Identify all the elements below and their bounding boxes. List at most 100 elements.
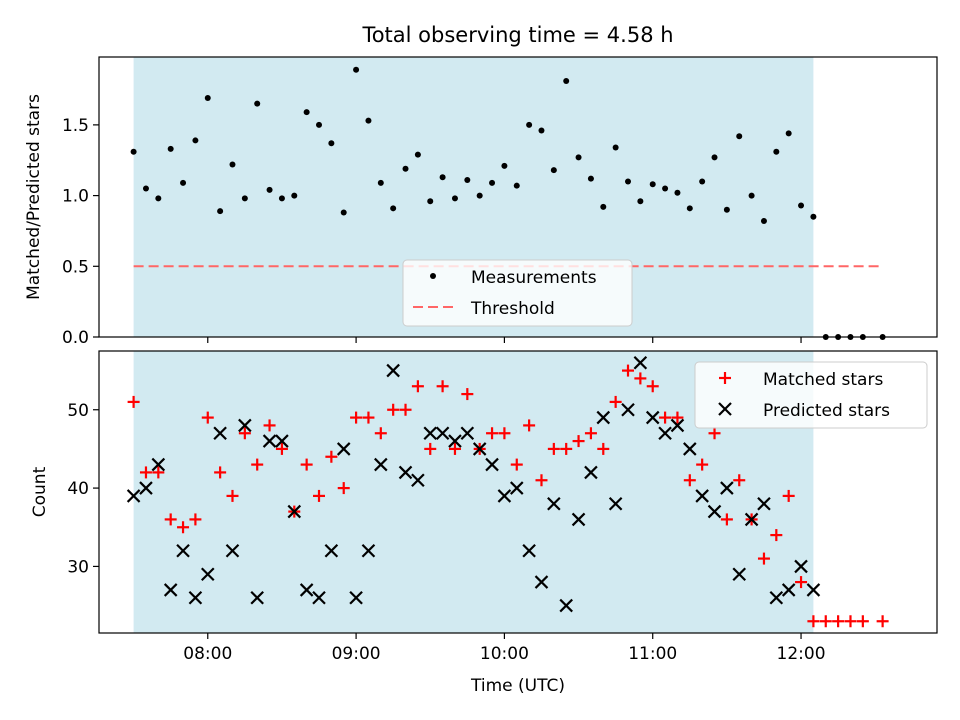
measurement-point	[303, 109, 310, 116]
measurement-point	[142, 185, 149, 192]
bottom-legend-box	[694, 361, 928, 429]
measurement-point	[464, 177, 471, 184]
legend-threshold-label: Threshold	[470, 299, 555, 319]
measurement-point	[785, 130, 792, 137]
matched-star-point	[733, 474, 746, 487]
measurement-point	[167, 145, 174, 152]
predicted-star-point	[522, 543, 536, 558]
measurement-point	[526, 121, 533, 128]
measurement-point	[637, 198, 644, 205]
measurement-point	[538, 127, 545, 134]
matched-star-point	[448, 442, 461, 455]
predicted-legend-marker	[718, 402, 732, 416]
matched-star-point	[671, 411, 684, 424]
matched-star-point	[696, 458, 709, 471]
matched-star-point	[584, 427, 597, 440]
top-y-ticks: 0.0 0.5 1.0 1.5	[62, 116, 99, 348]
matched-star-point	[127, 395, 140, 408]
predicted-star-point	[571, 512, 586, 527]
matched-star-point	[708, 427, 721, 440]
measurement-point	[377, 179, 384, 186]
measurement-point	[130, 148, 137, 155]
matched-star-point	[337, 482, 350, 495]
y-tick-label: 30	[67, 557, 89, 577]
measurement-point	[575, 154, 582, 161]
bottom-y-ticks: 30 40 50	[67, 401, 99, 577]
matched-star-point	[683, 474, 696, 487]
measurement-point	[353, 66, 360, 73]
measurement-point	[291, 192, 298, 199]
matched-star-point	[226, 489, 239, 502]
matched-star-point	[263, 419, 276, 432]
matched-star-point	[152, 466, 165, 479]
y-tick-label: 40	[67, 479, 89, 499]
predicted-star-point	[435, 426, 450, 441]
predicted-star-point	[262, 434, 277, 448]
x-tick-label: 08:00	[183, 644, 232, 664]
measurement-point	[402, 165, 409, 172]
matched-star-point	[609, 395, 622, 408]
predicted-star-point	[238, 418, 252, 433]
measurement-point	[365, 117, 372, 124]
top-chart-title: Total observing time = 4.58 h	[361, 23, 673, 47]
matched-star-point	[498, 427, 511, 440]
measurements-legend-marker	[430, 273, 436, 279]
bottom-y-axis-label: Count	[30, 466, 50, 517]
measurement-point	[563, 78, 570, 85]
matched-star-point	[807, 615, 820, 628]
predicted-star-point	[485, 457, 499, 472]
matched-star-point	[201, 411, 214, 424]
predicted-star-point	[744, 512, 759, 527]
legend-measurements-label: Measurements	[471, 268, 597, 288]
measurement-point	[451, 195, 458, 202]
matched-star-point	[177, 521, 190, 534]
matched-star-point	[634, 372, 647, 385]
predicted-star-point	[596, 410, 611, 425]
measurement-point	[686, 205, 693, 212]
measurement-point	[513, 182, 520, 189]
measurement-point	[217, 208, 224, 215]
measurement-point	[439, 174, 446, 181]
measurement-point	[241, 195, 248, 202]
measurement-point	[649, 181, 656, 188]
measurement-point	[612, 144, 619, 151]
matched-star-point	[313, 489, 326, 502]
predicted-star-point	[139, 481, 153, 495]
top-plot-frame	[98, 56, 938, 338]
predicted-star-point	[176, 543, 190, 558]
matched-star-point	[411, 380, 424, 393]
bottom-panel: 30 40 50 08:00 09:00 10:00 11:00 12:00 Count T…	[30, 350, 938, 696]
predicted-star-point	[633, 355, 648, 370]
predicted-star-point	[213, 426, 227, 441]
measurement-point	[414, 151, 421, 158]
predicted-star-point	[361, 543, 376, 558]
matched-star-point	[523, 419, 536, 432]
predicted-star-point	[806, 583, 821, 597]
measurement-point	[550, 167, 557, 174]
y-tick-label: 1.5	[62, 116, 89, 136]
predicted-star-point	[658, 426, 672, 441]
predicted-star-point	[336, 442, 351, 456]
x-tick-label: 09:00	[332, 644, 381, 664]
predicted-star-point	[163, 583, 178, 597]
measurement-point	[711, 154, 718, 161]
matched-star-point	[856, 615, 869, 628]
measurement-point	[662, 185, 669, 192]
predicted-star-point	[250, 590, 264, 605]
predicted-star-point	[559, 598, 573, 613]
predicted-star-point	[695, 489, 709, 503]
matched-star-point	[876, 615, 889, 628]
matched-star-point	[461, 388, 474, 401]
x-tick-label: 12:00	[777, 644, 826, 664]
matched-star-point	[795, 576, 808, 589]
bottom-plot-frame	[98, 350, 938, 634]
top-legend: Measurements Threshold	[402, 259, 633, 327]
predicted-star-point	[769, 590, 784, 605]
matched-star-point	[720, 513, 733, 526]
predicted-star-point	[398, 465, 413, 480]
x-tick-label: 10:00	[480, 644, 529, 664]
predicted-star-point	[411, 473, 425, 488]
predicted-star-point	[423, 426, 438, 441]
predicted-star-point	[312, 590, 326, 605]
